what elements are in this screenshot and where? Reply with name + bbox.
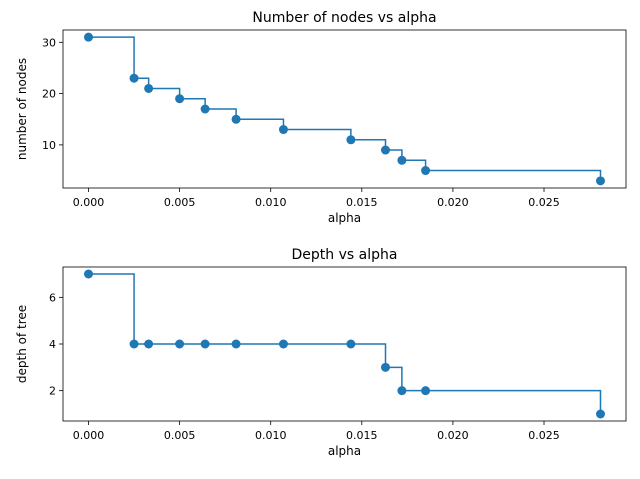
chart-title: Depth vs alpha — [292, 247, 398, 263]
data-point — [144, 339, 154, 349]
y-tick-label: 30 — [42, 36, 56, 49]
x-tick-label: 0.010 — [255, 196, 287, 209]
x-tick-label: 0.010 — [255, 429, 287, 442]
nodes-vs-alpha-panel: 0.000 0.005 0.010 0.015 0.020 0.025 10 20 30 Numb… — [15, 10, 627, 225]
y-axis-label: depth of tree — [15, 305, 29, 383]
x-tick-label: 0.015 — [346, 429, 378, 442]
data-point — [595, 409, 605, 419]
series-step-line — [88, 36, 602, 181]
x-tick-label: 0.015 — [346, 196, 378, 209]
data-point — [278, 339, 288, 349]
x-tick-label: 0.020 — [437, 429, 469, 442]
x-tick-label: 0.000 — [73, 429, 105, 442]
data-point — [175, 339, 185, 349]
data-point — [381, 362, 390, 372]
data-point — [381, 145, 390, 155]
chart-title: Number of nodes vs alpha — [252, 10, 436, 26]
series-step-line — [88, 273, 602, 414]
x-tick-label: 0.005 — [164, 196, 196, 209]
axes-frame — [62, 29, 627, 189]
x-tick-label: 0.000 — [73, 196, 105, 209]
data-point — [595, 176, 605, 186]
x-tick-label: 0.025 — [528, 429, 560, 442]
data-point — [421, 166, 431, 176]
data-point — [175, 94, 185, 104]
data-point — [84, 269, 94, 279]
y-axis-label: number of nodes — [15, 58, 29, 160]
data-point — [346, 135, 356, 145]
x-tick-label: 0.025 — [528, 196, 560, 209]
data-point — [144, 83, 154, 93]
x-axis-label: alpha — [328, 444, 361, 458]
y-tick-label: 4 — [49, 338, 56, 351]
data-point — [200, 339, 210, 349]
data-point — [129, 339, 139, 349]
x-axis-label: alpha — [328, 211, 361, 225]
data-point — [278, 125, 288, 135]
data-point — [231, 114, 241, 124]
y-tick-label: 10 — [42, 139, 56, 152]
data-point — [84, 32, 94, 42]
y-tick-label: 20 — [42, 88, 56, 101]
depth-vs-alpha-panel: 0.000 0.005 0.010 0.015 0.020 0.025 2 4 6 Depth v… — [15, 247, 627, 458]
x-tick-label: 0.005 — [164, 429, 196, 442]
data-point — [200, 104, 210, 114]
x-tick-label: 0.020 — [437, 196, 469, 209]
data-point — [231, 339, 241, 349]
data-point — [397, 386, 407, 396]
data-point — [397, 155, 407, 165]
data-point — [129, 73, 139, 83]
data-point — [346, 339, 356, 349]
y-tick-label: 6 — [49, 291, 56, 304]
y-tick-label: 2 — [49, 385, 56, 398]
data-point — [421, 386, 431, 396]
